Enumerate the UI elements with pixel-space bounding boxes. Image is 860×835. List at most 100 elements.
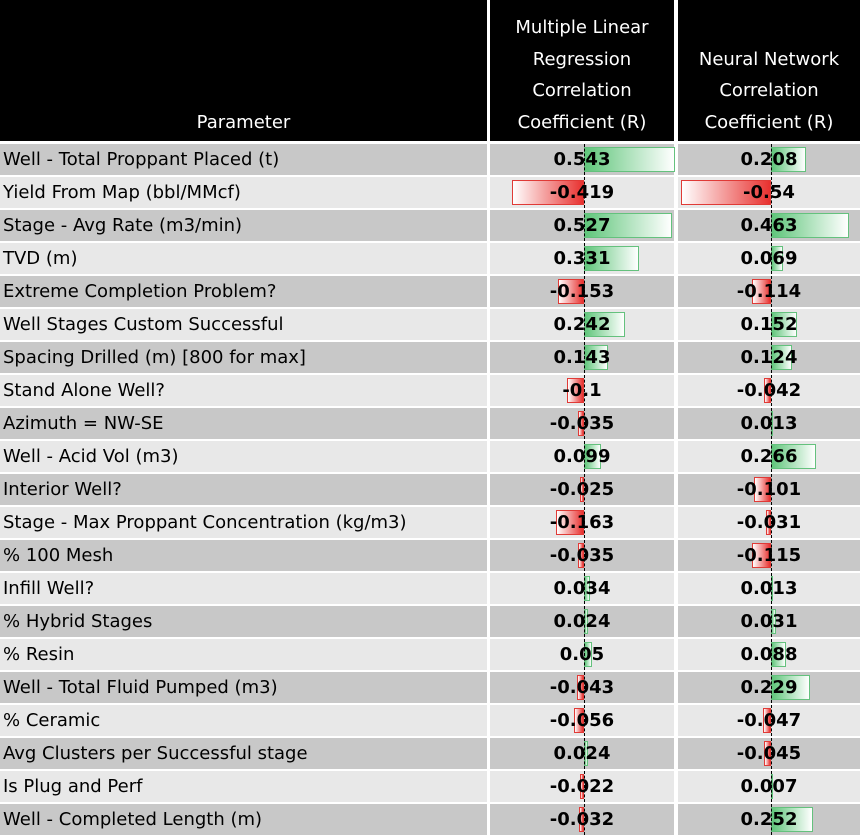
- mlr-bar: [512, 180, 584, 205]
- mlr-zero-axis: [584, 639, 585, 670]
- mlr-bar: [580, 774, 584, 799]
- mlr-value: -0.025: [549, 479, 615, 500]
- parameter-cell: Stage - Max Proppant Concentration (kg/m…: [0, 507, 487, 538]
- nn-value: 0.124: [740, 347, 798, 368]
- mlr-cell: 0.05: [490, 639, 674, 670]
- table-row: Well - Completed Length (m) -0.032 0.252: [0, 804, 860, 835]
- nn-bar: [764, 378, 771, 403]
- mlr-bar: [574, 708, 584, 733]
- table-row: Well Stages Custom Successful 0.242 0.152: [0, 309, 860, 340]
- mlr-bar: [555, 510, 584, 535]
- mlr-value: -0.419: [549, 182, 615, 203]
- parameter-cell: Stand Alone Well?: [0, 375, 487, 406]
- table-row: Stand Alone Well? -0.1 -0.042: [0, 375, 860, 406]
- parameter-name: Stand Alone Well?: [3, 380, 165, 401]
- mlr-value: 0.024: [553, 743, 611, 764]
- mlr-bar: [579, 477, 584, 502]
- mlr-cell: -0.163: [490, 507, 674, 538]
- parameter-name: Spacing Drilled (m) [800 for max]: [3, 347, 306, 368]
- mlr-zero-axis: [584, 177, 585, 208]
- header-parameter: Parameter: [0, 0, 487, 141]
- parameter-name: Well - Completed Length (m): [3, 809, 263, 830]
- nn-value: 0.069: [740, 248, 798, 269]
- mlr-cell: 0.331: [490, 243, 674, 274]
- mlr-value: 0.034: [553, 578, 611, 599]
- table-row: Azimuth = NW-SE -0.035 0.013: [0, 408, 860, 439]
- table-row: Interior Well? -0.025 -0.101: [0, 474, 860, 505]
- parameter-cell: % 100 Mesh: [0, 540, 487, 571]
- parameter-cell: % Resin: [0, 639, 487, 670]
- nn-cell: 0.463: [678, 210, 860, 241]
- mlr-zero-axis: [584, 771, 585, 802]
- parameter-name: Stage - Max Proppant Concentration (kg/m…: [3, 512, 407, 533]
- mlr-cell: 0.527: [490, 210, 674, 241]
- nn-value: -0.114: [736, 281, 802, 302]
- nn-zero-axis: [771, 606, 772, 637]
- mlr-cell: 0.024: [490, 606, 674, 637]
- mlr-zero-axis: [584, 804, 585, 835]
- nn-value: -0.54: [743, 182, 795, 203]
- nn-zero-axis: [771, 573, 772, 604]
- table-row: Is Plug and Perf -0.022 0.007: [0, 771, 860, 802]
- mlr-value: 0.242: [553, 314, 611, 335]
- nn-cell: -0.042: [678, 375, 860, 406]
- table-row: Stage - Max Proppant Concentration (kg/m…: [0, 507, 860, 538]
- nn-cell: -0.101: [678, 474, 860, 505]
- nn-value: 0.208: [740, 149, 798, 170]
- nn-zero-axis: [771, 276, 772, 307]
- mlr-value: -0.163: [549, 512, 615, 533]
- parameter-name: Extreme Completion Problem?: [3, 281, 277, 302]
- parameter-cell: TVD (m): [0, 243, 487, 274]
- mlr-zero-axis: [584, 342, 585, 373]
- mlr-cell: -0.032: [490, 804, 674, 835]
- nn-cell: 0.266: [678, 441, 860, 472]
- mlr-cell: -0.419: [490, 177, 674, 208]
- parameter-cell: Is Plug and Perf: [0, 771, 487, 802]
- mlr-bar: [566, 378, 584, 403]
- parameter-cell: Interior Well?: [0, 474, 487, 505]
- parameter-name: Well - Total Proppant Placed (t): [3, 149, 280, 170]
- parameter-cell: Avg Clusters per Successful stage: [0, 738, 487, 769]
- nn-cell: 0.252: [678, 804, 860, 835]
- parameter-cell: Yield From Map (bbl/MMcf): [0, 177, 487, 208]
- nn-value: 0.013: [740, 413, 798, 434]
- table-row: Infill Well? 0.034 0.013: [0, 573, 860, 604]
- mlr-zero-axis: [584, 276, 585, 307]
- mlr-bar: [584, 213, 673, 238]
- mlr-cell: -0.022: [490, 771, 674, 802]
- nn-zero-axis: [771, 672, 772, 703]
- mlr-value: 0.05: [559, 644, 605, 665]
- nn-bar: [681, 180, 771, 205]
- nn-cell: 0.013: [678, 573, 860, 604]
- parameter-cell: Infill Well?: [0, 573, 487, 604]
- nn-zero-axis: [771, 474, 772, 505]
- mlr-value: -0.035: [549, 545, 615, 566]
- parameter-cell: Well - Completed Length (m): [0, 804, 487, 835]
- nn-zero-axis: [771, 210, 772, 241]
- mlr-cell: -0.056: [490, 705, 674, 736]
- nn-zero-axis: [771, 738, 772, 769]
- mlr-cell: -0.025: [490, 474, 674, 505]
- nn-zero-axis: [771, 771, 772, 802]
- parameter-cell: Azimuth = NW-SE: [0, 408, 487, 439]
- parameter-cell: Well - Total Fluid Pumped (m3): [0, 672, 487, 703]
- mlr-cell: -0.035: [490, 540, 674, 571]
- nn-cell: 0.152: [678, 309, 860, 340]
- nn-zero-axis: [771, 705, 772, 736]
- nn-bar: [771, 213, 849, 238]
- header-mlr: Multiple Linear Regression Correlation C…: [490, 0, 674, 141]
- nn-bar: [763, 741, 771, 766]
- nn-value: 0.088: [740, 644, 798, 665]
- parameter-name: Infill Well?: [3, 578, 95, 599]
- nn-value: -0.042: [736, 380, 802, 401]
- nn-zero-axis: [771, 177, 772, 208]
- mlr-zero-axis: [584, 606, 585, 637]
- nn-cell: 0.124: [678, 342, 860, 373]
- nn-zero-axis: [771, 342, 772, 373]
- parameter-name: Stage - Avg Rate (m3/min): [3, 215, 243, 236]
- mlr-zero-axis: [584, 210, 585, 241]
- parameter-name: Is Plug and Perf: [3, 776, 143, 797]
- nn-value: 0.229: [740, 677, 798, 698]
- mlr-zero-axis: [584, 540, 585, 571]
